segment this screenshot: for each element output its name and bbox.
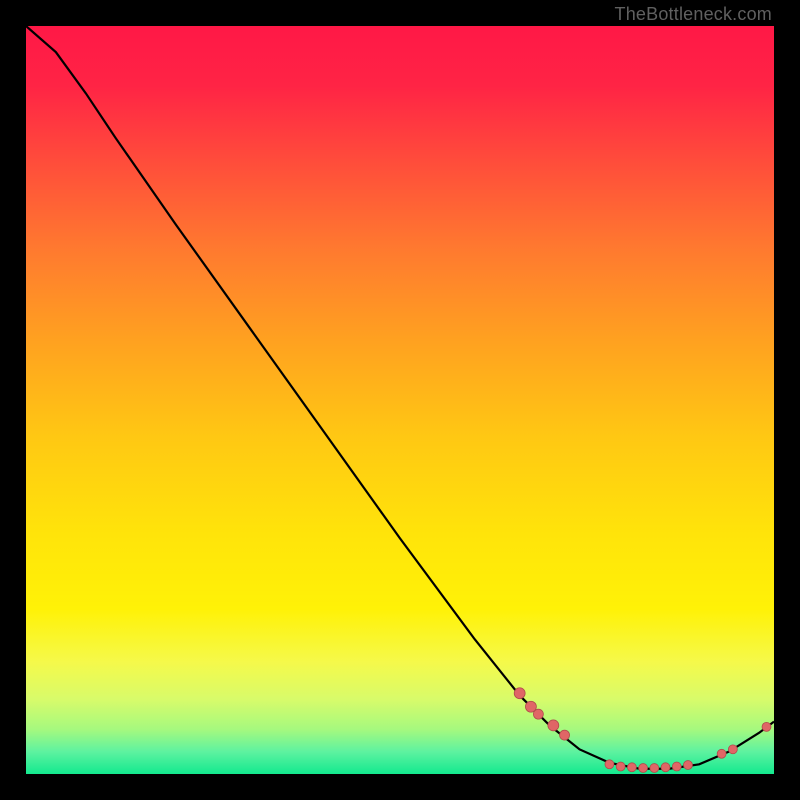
- chart-container: TheBottleneck.com: [0, 0, 800, 800]
- watermark-text: TheBottleneck.com: [615, 4, 772, 25]
- plot-frame: [24, 24, 776, 776]
- plot-area: [26, 26, 774, 774]
- gradient-background: [26, 26, 774, 774]
